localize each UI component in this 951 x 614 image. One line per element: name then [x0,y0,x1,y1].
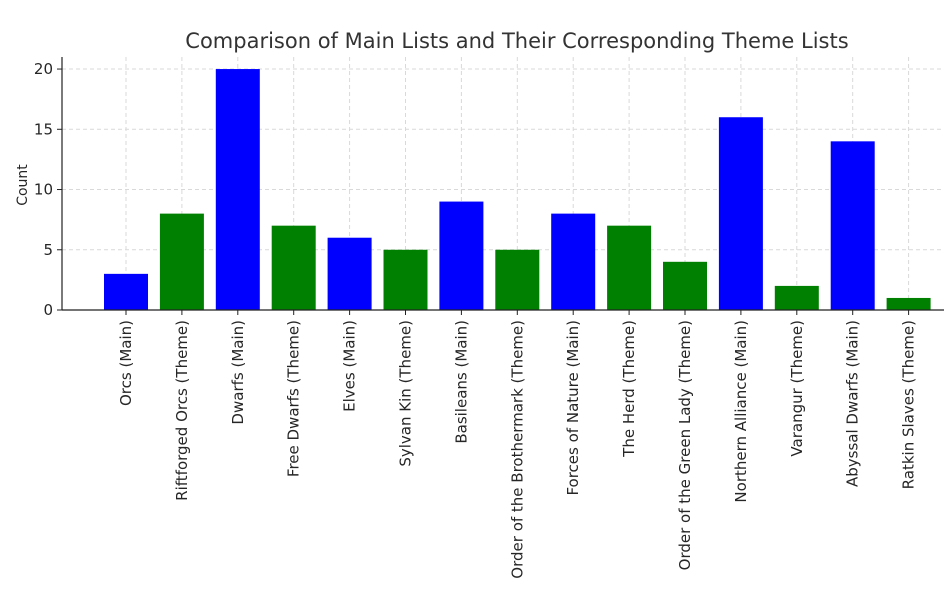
bar-11 [663,261,707,310]
bar-2 [159,213,204,310]
x-category-label: Basileans (Main) [452,320,470,444]
x-category-label: Northern Alliance (Main) [732,320,750,503]
bar-8 [495,249,540,310]
x-category-label: The Herd (Theme) [620,320,638,458]
y-axis-label: Count [15,164,31,206]
x-category-label: Varangur (Theme) [788,320,806,457]
bar-4 [271,225,316,310]
x-category-label: Dwarfs (Main) [229,320,247,425]
x-category-label: Forces of Nature (Main) [564,320,582,496]
x-category-label: Order of the Green Lady (Theme) [676,320,694,570]
axes-layer [57,57,944,315]
x-category-label: Ratkin Slaves (Theme) [900,320,918,489]
bars-layer [104,69,931,310]
bar-1 [104,273,148,310]
y-tick-label: 5 [43,241,53,259]
chart-title: Comparison of Main Lists and Their Corre… [185,29,848,53]
x-category-label: Abyssal Dwarfs (Main) [844,320,862,487]
bar-7 [439,201,484,310]
y-tick-label: 10 [34,181,53,199]
x-category-label: Order of the Brothermark (Theme) [508,320,526,579]
y-tick-label: 20 [34,60,53,78]
labels-layer: 0 5 10 15 20 Orcs (Main) Riftforged Orcs (Them… [34,60,918,579]
bar-3 [215,69,260,310]
y-tick-label: 0 [43,301,53,319]
bar-6 [383,249,428,310]
x-category-label: Riftforged Orcs (Theme) [173,320,191,501]
bar-14 [830,141,875,310]
bar-15 [886,297,931,310]
x-category-label: Elves (Main) [341,320,359,412]
bar-13 [774,285,819,310]
x-category-label: Free Dwarfs (Theme) [285,320,303,477]
y-tick-label: 15 [34,120,53,138]
x-category-label: Sylvan Kin (Theme) [397,320,415,467]
bar-12 [718,117,763,310]
bar-10 [607,225,652,310]
bar-9 [551,213,596,310]
bar-5 [327,237,372,310]
x-category-label: Orcs (Main) [117,320,135,406]
